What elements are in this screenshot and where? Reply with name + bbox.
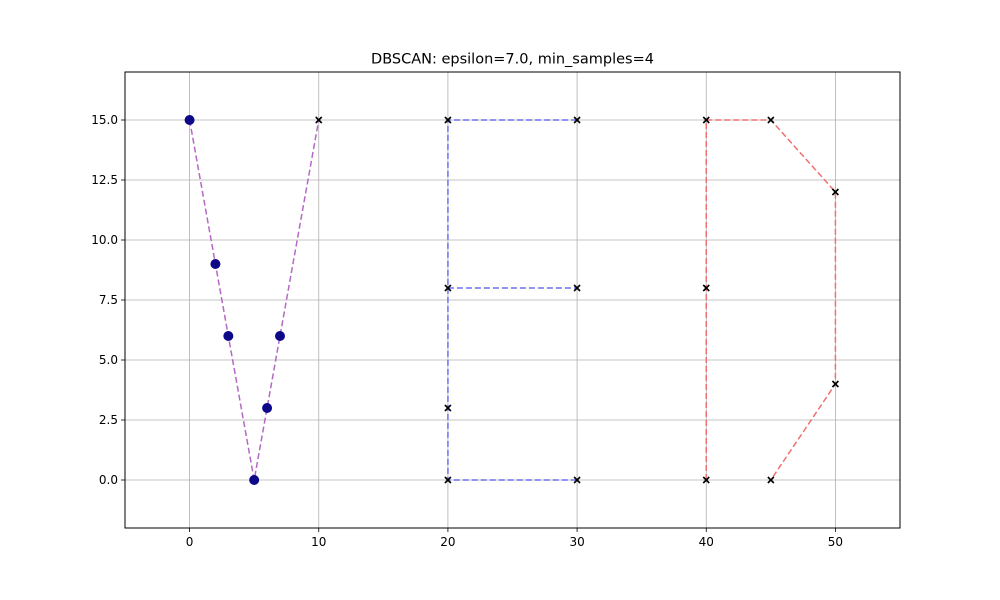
noise-point [315, 116, 323, 124]
noise-point [831, 380, 839, 388]
noise-point [573, 284, 581, 292]
y-tick-label: 5.0 [99, 353, 118, 367]
x-axis: 0 10 20 30 40 50 [186, 528, 843, 549]
y-tick-label: 12.5 [91, 173, 118, 187]
y-tick-label: 2.5 [99, 413, 118, 427]
y-tick-label: 10.0 [91, 233, 118, 247]
y-tick-label: 0.0 [99, 473, 118, 487]
x-tick-label: 30 [569, 535, 584, 549]
noise-point [702, 284, 710, 292]
noise-point [444, 476, 452, 484]
core-point [210, 259, 221, 269]
noise-point [444, 284, 452, 292]
x-tick-label: 50 [828, 535, 843, 549]
y-tick-label: 7.5 [99, 293, 118, 307]
core-point [275, 331, 285, 341]
noise-point [444, 404, 452, 412]
chart-title: DBSCAN: epsilon=7.0, min_samples=4 [371, 52, 654, 68]
y-tick-label: 15.0 [91, 113, 118, 127]
noise-point [767, 476, 775, 484]
noise-point [831, 188, 839, 196]
x-tick-label: 20 [440, 535, 455, 549]
noise-point [573, 116, 581, 124]
core-point [249, 475, 260, 485]
outline-line-2 [705, 119, 837, 481]
x-tick-label: 0 [186, 535, 194, 549]
x-tick-label: 40 [699, 535, 714, 549]
core-point [262, 403, 273, 413]
noise-point [702, 476, 710, 484]
noise-point [573, 476, 581, 484]
noise-point [702, 116, 710, 124]
noise-point [444, 116, 452, 124]
x-tick-label: 10 [311, 535, 326, 549]
data-points [184, 115, 839, 485]
y-axis: 0.0 2.5 5.0 7.5 10.0 12.5 15.0 [91, 113, 125, 487]
outline-line-1 [447, 119, 578, 481]
core-point [184, 115, 195, 125]
noise-point [767, 116, 775, 124]
core-point [223, 331, 234, 341]
